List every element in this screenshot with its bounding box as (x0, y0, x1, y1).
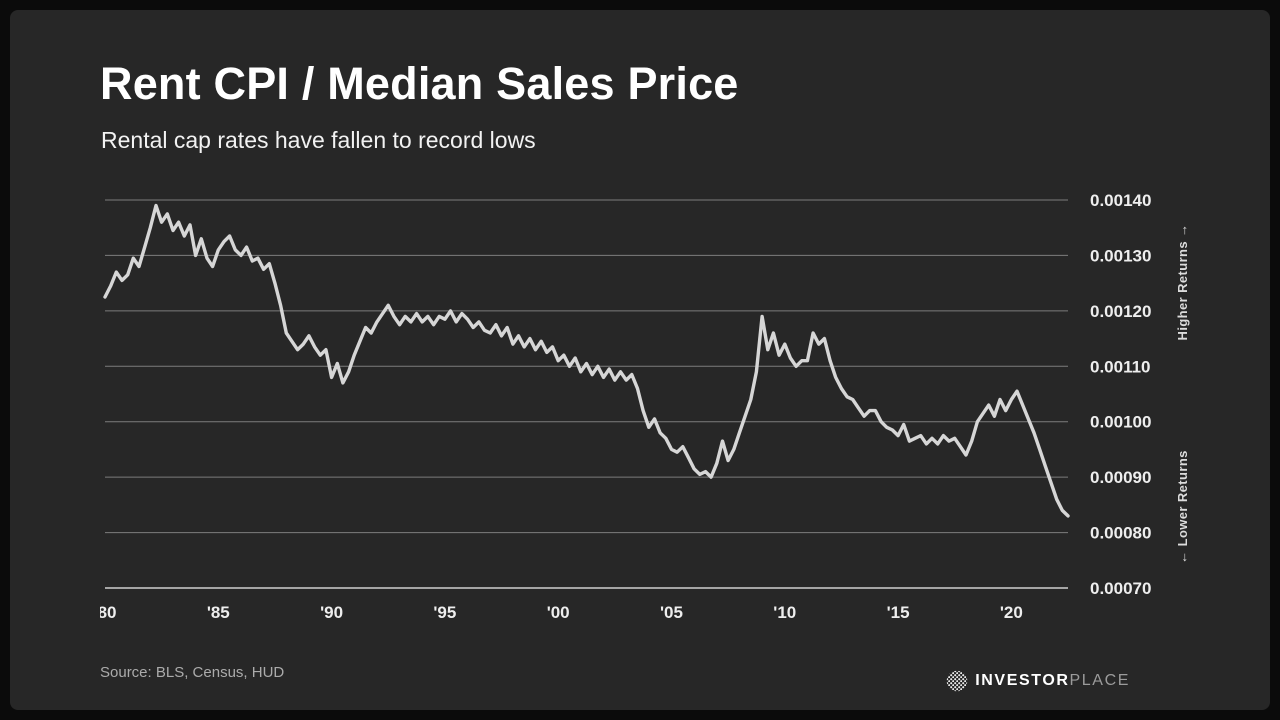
x-axis-tick-label: '05 (660, 603, 683, 622)
y-axis-annotation-lower-returns: ← Lower Returns (1175, 450, 1190, 564)
y-axis-tick-label: 0.00090 (1090, 468, 1151, 487)
x-axis-tick-label: '10 (773, 603, 796, 622)
y-axis-tick-label: 0.00070 (1090, 579, 1151, 598)
y-axis-tick-label: 0.00130 (1090, 246, 1151, 265)
x-axis-tick-label: '00 (547, 603, 570, 622)
source-attribution: Source: BLS, Census, HUD (100, 664, 285, 681)
chart-subtitle: Rental cap rates have fallen to record l… (101, 127, 536, 153)
y-axis-tick-label: 0.00120 (1090, 302, 1151, 321)
logo-wordmark: INVESTORPLACE (975, 672, 1130, 690)
x-axis-tick-label: '85 (207, 603, 230, 622)
y-axis-tick-label: 0.00080 (1090, 524, 1151, 543)
x-axis-tick-label: '15 (887, 603, 910, 622)
chart-title: Rent CPI / Median Sales Price (100, 58, 739, 109)
series-line-rent-cpi-ratio (103, 203, 1070, 518)
slide-background: Rent CPI / Median Sales Price Rental cap… (10, 10, 1270, 710)
y-axis-tick-label: 0.00140 (1090, 191, 1151, 210)
dotted-globe-icon (946, 670, 968, 692)
y-axis-tick-label: 0.00100 (1090, 413, 1151, 432)
y-axis-tick-label: 0.00110 (1090, 357, 1151, 376)
x-axis-tick-label: '80 (100, 603, 116, 622)
investorplace-logo: INVESTORPLACE (946, 670, 1130, 692)
logo-wordmark-investor: INVESTOR (975, 672, 1070, 689)
cap-rate-line-chart: 0.00140 0.00130 0.00120 0.00110 0.00100 0.000… (100, 191, 1151, 622)
x-axis-tick-label: '95 (433, 603, 456, 622)
x-axis-tick-label: '90 (320, 603, 343, 622)
x-axis-tick-label: '20 (1000, 603, 1023, 622)
y-axis-annotation-higher-returns: Higher Returns → (1175, 223, 1190, 341)
logo-wordmark-place: PLACE (1069, 672, 1130, 689)
